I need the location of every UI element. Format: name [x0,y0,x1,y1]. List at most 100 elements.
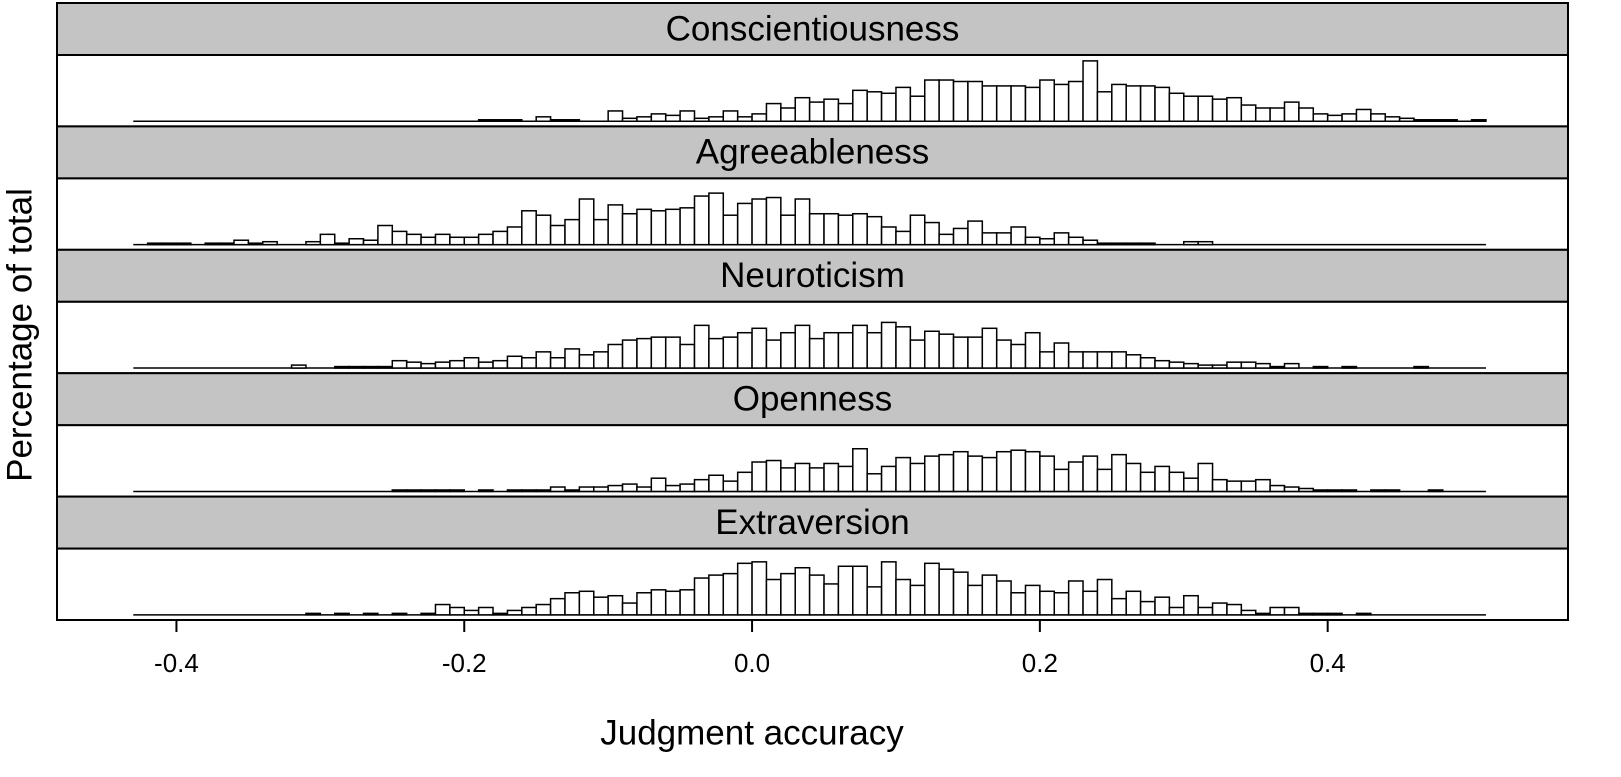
bar [1024,86,1041,122]
bar [722,336,739,369]
bar [880,465,897,493]
bar [333,612,350,616]
bar [751,113,768,122]
bar [1125,85,1142,122]
bar [880,92,897,122]
bar [549,597,566,616]
bar [895,326,912,369]
bar [967,220,984,246]
bar [218,242,235,246]
bar [1096,91,1113,122]
bar [1154,359,1171,369]
bar [305,612,322,616]
bar [434,361,451,369]
bar [923,330,940,369]
bar [1053,83,1070,122]
bar [290,364,307,369]
bar [621,339,638,369]
bar [1154,596,1171,616]
bar [578,486,595,493]
bar [477,233,494,246]
bar [981,327,998,369]
bar [1312,612,1329,616]
bar [521,356,537,369]
strip [56,248,1569,303]
bar [1168,471,1185,493]
bar [808,337,825,369]
bar [722,572,739,616]
bar [621,602,638,616]
bar [1283,486,1300,493]
bar [693,478,710,493]
bar [708,574,725,616]
bar [1067,461,1084,493]
bar [664,208,681,246]
bar [1283,101,1300,122]
bar [967,80,984,122]
bar [679,207,696,246]
bar [866,91,883,122]
x-tick-label: 0.4 [1310,648,1346,678]
bar [636,337,653,369]
bar [837,465,854,493]
bar [1211,478,1228,493]
bar [1341,113,1358,122]
bar [636,486,653,493]
bar [1111,242,1127,246]
bar [607,204,624,246]
panel-title: Extraversion [715,503,910,542]
bar [1039,238,1056,246]
bar [1010,343,1027,369]
bar [463,609,480,616]
bar [1053,232,1070,246]
bar [506,119,523,122]
bar [391,230,408,246]
bar [1096,468,1113,493]
bar [995,232,1012,246]
bar [621,483,638,493]
bar [866,215,883,246]
bar [837,214,854,246]
bar [636,116,653,122]
bar [1183,477,1199,493]
strip [56,2,1569,56]
bar [1125,462,1142,493]
bar [463,356,480,369]
bar [1283,606,1300,616]
bar [1197,364,1214,369]
bar [866,473,883,493]
bar [405,489,422,493]
bar [1139,85,1156,122]
panel-title: Conscientiousness [666,9,960,48]
bar [1254,107,1271,122]
bar [319,233,336,246]
bar [607,594,624,616]
x-tick-label: 0.0 [734,648,770,678]
bar [1168,606,1185,616]
bar [1226,361,1243,369]
bar [1024,450,1041,493]
bar [549,486,566,493]
bar [923,79,940,122]
bar [751,561,768,616]
bar [938,568,955,616]
bar [377,224,394,246]
bar [420,612,437,616]
bar [895,578,912,616]
bar [405,361,422,369]
bar [549,356,566,369]
bar [449,606,466,616]
bar [362,612,379,616]
bar [362,365,379,369]
bar [1197,95,1214,122]
bar [449,489,466,493]
bar [664,590,681,616]
bar [578,590,595,616]
bar [1226,480,1243,493]
bar [391,489,408,493]
bar [1240,480,1257,493]
bar [780,107,796,122]
bar [607,343,624,369]
bar [967,584,984,616]
